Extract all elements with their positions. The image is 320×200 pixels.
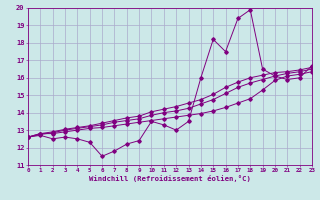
X-axis label: Windchill (Refroidissement éolien,°C): Windchill (Refroidissement éolien,°C) [89,175,251,182]
